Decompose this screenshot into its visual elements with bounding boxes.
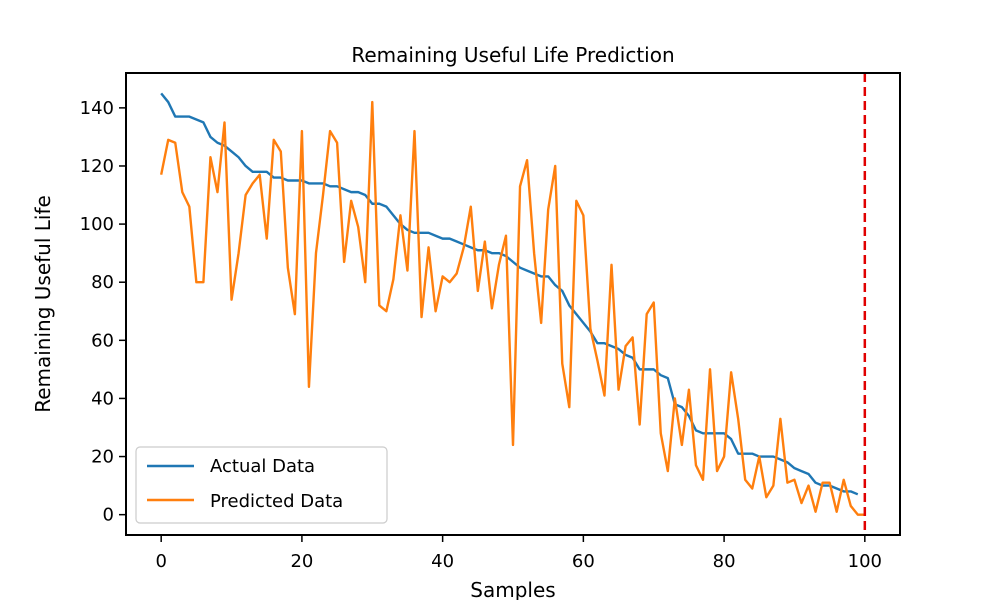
y-tick-label: 140 xyxy=(80,98,114,119)
y-tick-label: 40 xyxy=(91,388,114,409)
legend-label-actual: Actual Data xyxy=(210,456,315,477)
y-tick-label: 100 xyxy=(80,214,114,235)
legend-label-predicted: Predicted Data xyxy=(210,491,343,512)
x-tick-label: 0 xyxy=(155,551,166,572)
y-axis-title: Remaining Useful Life xyxy=(31,195,55,413)
x-tick-label: 20 xyxy=(290,551,313,572)
series-lines xyxy=(160,92,865,516)
y-tick-label: 0 xyxy=(103,505,114,526)
plot-area: 0 20 40 60 80 100 0 20 40 60 80 100 120 140 xyxy=(80,73,882,572)
chart-title: Remaining Useful Life Prediction xyxy=(351,43,674,67)
x-axis-title: Samples xyxy=(470,578,555,600)
predicted-data-line xyxy=(160,100,865,516)
x-tick-label: 100 xyxy=(848,551,882,572)
y-tick-label: 60 xyxy=(91,330,114,351)
axes-frame xyxy=(125,72,901,536)
y-ticks: 0 20 40 60 80 100 120 140 xyxy=(80,98,126,526)
legend: Actual Data Predicted Data xyxy=(135,446,388,524)
y-tick-label: 20 xyxy=(91,447,114,468)
x-tick-label: 40 xyxy=(431,551,454,572)
x-ticks: 0 20 40 60 80 100 xyxy=(155,535,882,572)
legend-box xyxy=(135,446,388,524)
x-tick-label: 60 xyxy=(572,551,595,572)
y-tick-label: 120 xyxy=(80,156,114,177)
y-tick-label: 80 xyxy=(91,272,114,293)
x-tick-label: 80 xyxy=(713,551,736,572)
